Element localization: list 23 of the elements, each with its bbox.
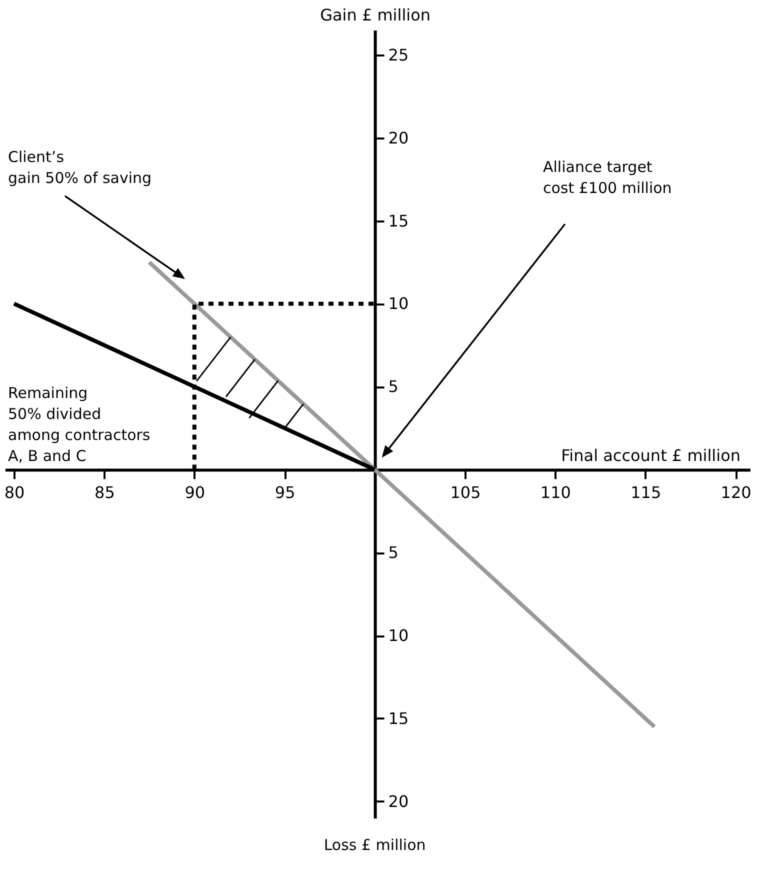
y-tick-label: 10 <box>388 294 409 314</box>
y-tick-label: 5 <box>388 543 398 562</box>
annotation: Remaining 50% divided among contractors A, B and C <box>8 384 150 465</box>
y-tick-label: 5 <box>388 377 398 396</box>
x-tick-label: 105 <box>450 483 481 502</box>
y-tick-label: 20 <box>388 792 409 811</box>
y-tick-label: 15 <box>388 708 409 728</box>
x-tick-label: 95 <box>274 483 296 502</box>
x-tick-label: 110 <box>540 483 571 502</box>
y-axis-title: Gain £ million <box>320 6 431 24</box>
x-tick-label: 90 <box>184 483 206 502</box>
x-tick-label: 120 <box>720 483 752 502</box>
y-tick-label: 10 <box>388 626 409 646</box>
y-tick-label: 15 <box>388 211 409 230</box>
x-axis-title: Final account £ million <box>561 446 740 466</box>
annotation: Client’s gain 50% of saving <box>8 148 152 187</box>
x-tick-label: 85 <box>94 483 115 502</box>
y-tick-label: 25 <box>388 45 409 64</box>
x-tick-label: 80 <box>4 483 25 502</box>
x-tick-label: 115 <box>630 483 662 502</box>
y-tick-label: 20 <box>388 128 409 148</box>
annotation: Alliance target cost £100 million <box>543 158 672 197</box>
text: Loss £ million <box>324 836 426 854</box>
